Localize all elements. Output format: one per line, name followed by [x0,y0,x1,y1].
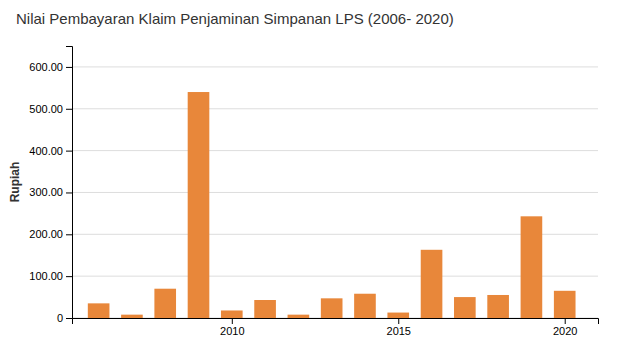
y-tick-mark [66,276,72,277]
bar [288,315,310,318]
y-tick-mark [66,192,72,193]
bar [88,303,110,318]
bar [321,298,343,318]
x-tick-mark [232,318,233,324]
grid-line [72,108,598,109]
x-tick: 2015 [387,318,411,337]
y-tick: 200.00 [29,228,72,240]
y-tick-label: 200.00 [29,228,63,240]
y-axis: 0 100.00 200.00 300.00 400.00 500.00 600.00 [29,47,72,325]
chart-svg: 2010 2015 2020 0 100.00 200.00 300.00 400.00 500… [0,0,620,348]
x-tick: 2010 [220,318,244,337]
x-tick-label: 2020 [553,325,577,337]
y-tick-label: 0 [57,312,63,324]
y-tick-label: 600.00 [29,61,63,73]
chart-title: Nilai Pembayaran Klaim Penjaminan Simpan… [16,10,454,27]
y-tick: 400.00 [29,145,72,157]
bar [221,310,243,318]
x-tick-label: 2015 [387,325,411,337]
bar [521,216,543,318]
y-tick-mark [66,234,72,235]
bar [354,294,376,318]
y-tick-mark [66,318,72,319]
bar [188,92,210,318]
y-tick: 600.00 [29,61,72,73]
y-tick: 0 [57,312,72,324]
grid-line [72,276,598,277]
y-tick-label: 500.00 [29,103,63,115]
bar [121,315,143,318]
bar [454,297,476,318]
y-tick-mark [66,151,72,152]
y-tick-label: 100.00 [29,270,63,282]
y-axis-title: Rupiah [8,162,22,203]
y-tick-label: 300.00 [29,186,63,198]
bar [487,295,509,318]
grid [72,67,598,318]
bars [88,92,576,318]
x-tick: 2020 [553,318,577,337]
x-tick-mark [565,318,566,324]
grid-line [72,192,598,193]
bar [421,250,443,318]
plot-area: 2010 2015 2020 0 100.00 200.00 300.00 400.00 500… [29,47,598,337]
grid-line [72,66,598,67]
bar [387,313,409,318]
x-axis-line [73,319,599,325]
chart-container: 2010 2015 2020 0 100.00 200.00 300.00 400.00 500… [0,0,620,348]
grid-line [72,150,598,151]
y-tick-mark [66,109,72,110]
y-tick: 500.00 [29,103,72,115]
bar [254,300,276,318]
y-tick: 300.00 [29,186,72,198]
y-axis-line [66,47,73,319]
x-tick-label: 2010 [220,325,244,337]
x-tick-mark [398,318,399,324]
grid-line [72,234,598,235]
x-axis: 2010 2015 2020 [73,318,599,337]
y-tick-label: 400.00 [29,145,63,157]
y-tick-mark [66,67,72,68]
y-tick: 100.00 [29,270,72,282]
bar [154,289,176,318]
bar [554,291,576,318]
